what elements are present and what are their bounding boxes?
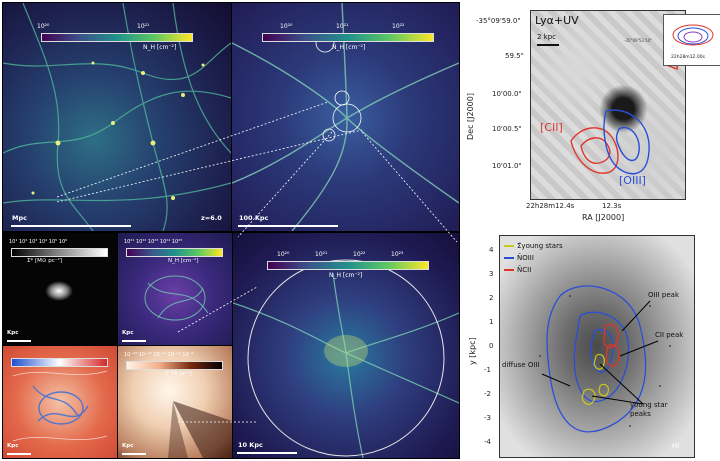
colorbar bbox=[126, 361, 223, 370]
cb-label: N_H [cm⁻²] bbox=[168, 258, 199, 264]
scale-bar bbox=[537, 44, 559, 46]
panel-10kpc: 10²⁰ 10²¹ 10²² 10²³ N_H [cm⁻²] 10 Kpc bbox=[233, 233, 459, 458]
cb-tick-3: 10²² bbox=[353, 251, 366, 258]
model-contours bbox=[539, 285, 671, 433]
ytick-4: 10'01.0" bbox=[492, 162, 522, 170]
cb-tick-1: 10²⁰ bbox=[280, 23, 293, 30]
cb-tick-1: 10²⁰ bbox=[277, 251, 290, 258]
velocity-structure bbox=[12, 370, 108, 442]
scale-bar bbox=[122, 340, 146, 342]
cb-tick-4: 10²³ bbox=[391, 251, 404, 258]
legend-item-young-stars: Σ̃young stars bbox=[504, 240, 563, 252]
cb-ticks: 10²¹ 10²² 10²³ 10²⁴ 10²⁵ bbox=[124, 239, 183, 245]
scale-label: Kpc bbox=[7, 330, 19, 336]
xtick-1: 12.3s bbox=[602, 202, 622, 210]
xtick-0: 22h28m12.4s bbox=[526, 202, 575, 210]
panel-large-scale: 10²⁰ 10²¹ N_H [cm⁻²] Mpc z=6.0 bbox=[3, 3, 231, 231]
ytick-m1: -1 bbox=[484, 366, 491, 374]
ytick-3: 10'00.5" bbox=[492, 125, 522, 133]
scale-label: Kpc bbox=[122, 330, 134, 336]
shadow-structure bbox=[168, 401, 232, 458]
halo-structure bbox=[233, 259, 459, 458]
model-map: Σ̃young stars ÑOIII ÑCII OIII peak CII p… bbox=[499, 235, 695, 458]
colorbar bbox=[126, 248, 223, 257]
oiii-label: [OIII] bbox=[619, 174, 646, 187]
ytick-2: 2 bbox=[489, 294, 494, 302]
colorbar bbox=[11, 248, 108, 257]
inset-xlabel: 22h28m12.00s bbox=[671, 55, 705, 60]
redshift-label: z=6.0 bbox=[201, 214, 222, 222]
colorbar bbox=[41, 33, 193, 42]
ytick-2: 10'00.0" bbox=[492, 90, 522, 98]
cb-ticks: 10⁻¹³ 10⁻¹² 10⁻¹¹ 10⁻¹⁰ 10⁻⁹ bbox=[124, 352, 194, 358]
colorbar bbox=[267, 261, 429, 270]
cb-label: N_H [cm⁻²] bbox=[143, 44, 177, 51]
legend-item-cii: ÑCII bbox=[504, 264, 563, 276]
scale-label: Kpc bbox=[122, 443, 134, 449]
panel-gas-density: 10²¹ 10²² 10²³ 10²⁴ 10²⁵ N_H [cm⁻²] Kpc bbox=[118, 233, 232, 345]
legend: Σ̃young stars ÑOIII ÑCII bbox=[504, 240, 563, 276]
annotation-diffuse-oiii: diffuse OIII bbox=[502, 361, 540, 369]
annotation-cii-peak: CII peak bbox=[655, 331, 684, 339]
annotation-hi: HI bbox=[672, 442, 680, 450]
inset-coordinate: -35°09'53.50" bbox=[624, 38, 653, 43]
annotation-oiii-peak: OIII peak bbox=[648, 291, 680, 299]
scale-label: 100 Kpc bbox=[239, 214, 269, 222]
map-title: Lyα+UV bbox=[535, 14, 579, 27]
cb-label: N_H [cm⁻²] bbox=[329, 272, 363, 279]
scale-bar bbox=[237, 452, 297, 454]
observation-figure: Lyα+UV 2 kpc [CII] [OIII] 22h28m12.00s -… bbox=[462, 0, 720, 225]
ytick-m4: -4 bbox=[484, 438, 491, 446]
galaxy-glow bbox=[45, 281, 73, 301]
panel-photoionization: 10⁻¹³ 10⁻¹² 10⁻¹¹ 10⁻¹⁰ 10⁻⁹ Γ_HI [s⁻¹] … bbox=[118, 346, 232, 458]
panel-velocity: Kpc bbox=[3, 346, 117, 458]
y-axis-label: y [kpc] bbox=[468, 337, 477, 365]
model-figure: Σ̃young stars ÑOIII ÑCII OIII peak CII p… bbox=[462, 230, 720, 461]
colorbar bbox=[262, 33, 434, 42]
ytick-0: -35°09'59.0" bbox=[476, 17, 521, 25]
scale-bar bbox=[7, 340, 31, 342]
scale-label: 2 kpc bbox=[537, 33, 557, 41]
cb-tick-max: 10²¹ bbox=[137, 23, 150, 30]
ytick-0: 0 bbox=[489, 342, 494, 350]
contour-inset: 22h28m12.00s bbox=[663, 14, 720, 66]
inset-contours bbox=[672, 24, 714, 46]
y-axis-label: Dec [J2000] bbox=[466, 93, 475, 140]
colorbar bbox=[11, 358, 108, 367]
scale-label: 10 Kpc bbox=[238, 441, 263, 449]
x-axis-label: RA [J2000] bbox=[582, 213, 625, 222]
ytick-m3: -3 bbox=[484, 414, 491, 422]
legend-label: ÑOIII bbox=[517, 254, 534, 262]
simulation-mosaic: 10²⁰ 10²¹ N_H [cm⁻²] Mpc z=6.0 10²⁰ 10²¹… bbox=[2, 2, 460, 459]
panel-100kpc: 10²⁰ 10²¹ 10²² N_H [cm⁻²] 100 Kpc bbox=[232, 3, 459, 231]
ytick-1: 59.5" bbox=[505, 52, 524, 60]
panel-stellar-density: 10¹ 10² 10³ 10⁴ 10⁵ 10⁶ Σ* [M⊙ pc⁻²] Kpc bbox=[3, 233, 117, 345]
scale-bar bbox=[11, 225, 131, 227]
cb-tick-min: 10²⁰ bbox=[37, 23, 50, 30]
legend-label: ÑCII bbox=[517, 266, 532, 274]
lya-uv-map: Lyα+UV 2 kpc [CII] [OIII] bbox=[530, 10, 686, 200]
line-contours bbox=[570, 63, 679, 175]
cb-tick-2: 10²¹ bbox=[336, 23, 349, 30]
cb-ticks: 10¹ 10² 10³ 10⁴ 10⁵ 10⁶ bbox=[9, 239, 68, 245]
ytick-3: 3 bbox=[489, 270, 494, 278]
legend-item-oiii: ÑOIII bbox=[504, 252, 563, 264]
annotation-young-star-peaks: young star peaks bbox=[630, 401, 668, 418]
cb-tick-3: 10²² bbox=[392, 23, 405, 30]
cb-label: Σ* [M⊙ pc⁻²] bbox=[27, 258, 62, 264]
scale-label: Kpc bbox=[7, 443, 19, 449]
cb-label: Γ_HI [s⁻¹] bbox=[166, 371, 192, 377]
ytick-m2: -2 bbox=[484, 390, 491, 398]
scale-bar bbox=[238, 225, 338, 227]
scale-label: Mpc bbox=[12, 214, 27, 222]
scale-bar bbox=[122, 453, 146, 455]
ytick-4: 4 bbox=[489, 246, 494, 254]
ytick-1: 1 bbox=[489, 318, 494, 326]
cii-label: [CII] bbox=[540, 121, 563, 134]
cb-label: N_H [cm⁻²] bbox=[332, 44, 366, 51]
cb-tick-2: 10²¹ bbox=[315, 251, 328, 258]
scale-bar bbox=[7, 453, 31, 455]
legend-label: Σ̃young stars bbox=[517, 242, 563, 250]
